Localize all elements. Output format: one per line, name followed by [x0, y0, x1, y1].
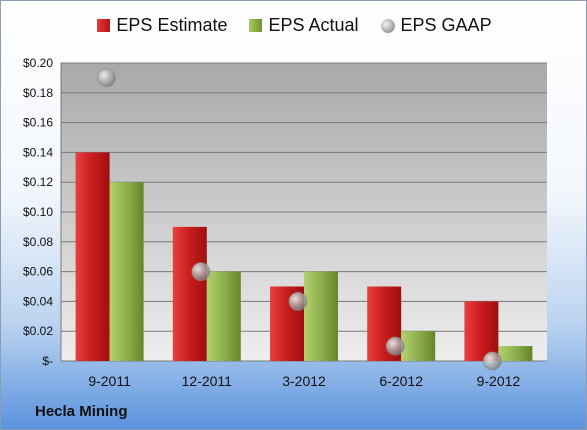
- marker-eps-gaap: [97, 68, 117, 88]
- bar-eps-actual: [401, 331, 436, 361]
- legend-item-gaap: EPS GAAP: [380, 15, 492, 36]
- bar-eps-actual: [304, 271, 338, 361]
- legend-swatch-gaap: [380, 18, 395, 33]
- marker-eps-gaap: [288, 291, 308, 311]
- y-tick-label: $-: [42, 354, 53, 368]
- bars: [75, 152, 533, 361]
- bar-eps-estimate: [172, 226, 207, 361]
- legend-item-actual: EPS Actual: [249, 15, 359, 36]
- bar-eps-actual: [206, 271, 241, 361]
- legend-item-estimate: EPS Estimate: [97, 15, 227, 36]
- x-tick-label: 12-2011: [182, 373, 233, 389]
- legend-label-estimate: EPS Estimate: [116, 15, 228, 35]
- marker-eps-gaap: [191, 262, 211, 282]
- company-label: Hecla Mining: [35, 403, 128, 420]
- y-tick-label: $0.10: [23, 205, 53, 219]
- marker-eps-gaap: [482, 351, 502, 371]
- x-tick-label: 9-2011: [88, 373, 131, 389]
- bar-eps-estimate: [75, 152, 110, 361]
- y-tick-label: $0.16: [23, 116, 53, 130]
- bar-eps-actual: [109, 182, 144, 361]
- y-tick-label: $0.06: [23, 265, 53, 279]
- marker-eps-gaap: [385, 336, 405, 356]
- y-tick-label: $0.02: [23, 324, 53, 338]
- x-tick-label: 6-2012: [379, 373, 423, 389]
- y-tick-label: $0.20: [23, 56, 53, 70]
- x-tick-label: 9-2012: [477, 373, 521, 389]
- y-tick-label: $0.14: [23, 145, 53, 159]
- legend-label-gaap: EPS GAAP: [400, 15, 492, 35]
- y-tick-label: $0.12: [23, 175, 53, 189]
- bar-eps-estimate: [464, 301, 499, 361]
- bar-eps-actual: [498, 346, 533, 361]
- legend-swatch-estimate: [97, 19, 111, 32]
- legend-label-actual: EPS Actual: [268, 15, 359, 35]
- gaap-markers: [97, 68, 502, 371]
- x-axis: 9-2011 12-2011 3-2012 6-2012 9-2012: [88, 373, 520, 389]
- y-tick-label: $0.04: [23, 294, 53, 308]
- y-tick-label: $0.18: [23, 86, 53, 100]
- legend-swatch-actual: [249, 19, 263, 32]
- x-tick-label: 3-2012: [282, 373, 326, 389]
- y-tick-label: $0.08: [23, 235, 53, 249]
- chart-legend: EPS Estimate EPS Actual EPS GAAP: [1, 15, 586, 36]
- y-axis: $- $0.02 $0.04 $0.06 $0.08 $0.10 $0.12 $0.14 $0.…: [23, 56, 53, 368]
